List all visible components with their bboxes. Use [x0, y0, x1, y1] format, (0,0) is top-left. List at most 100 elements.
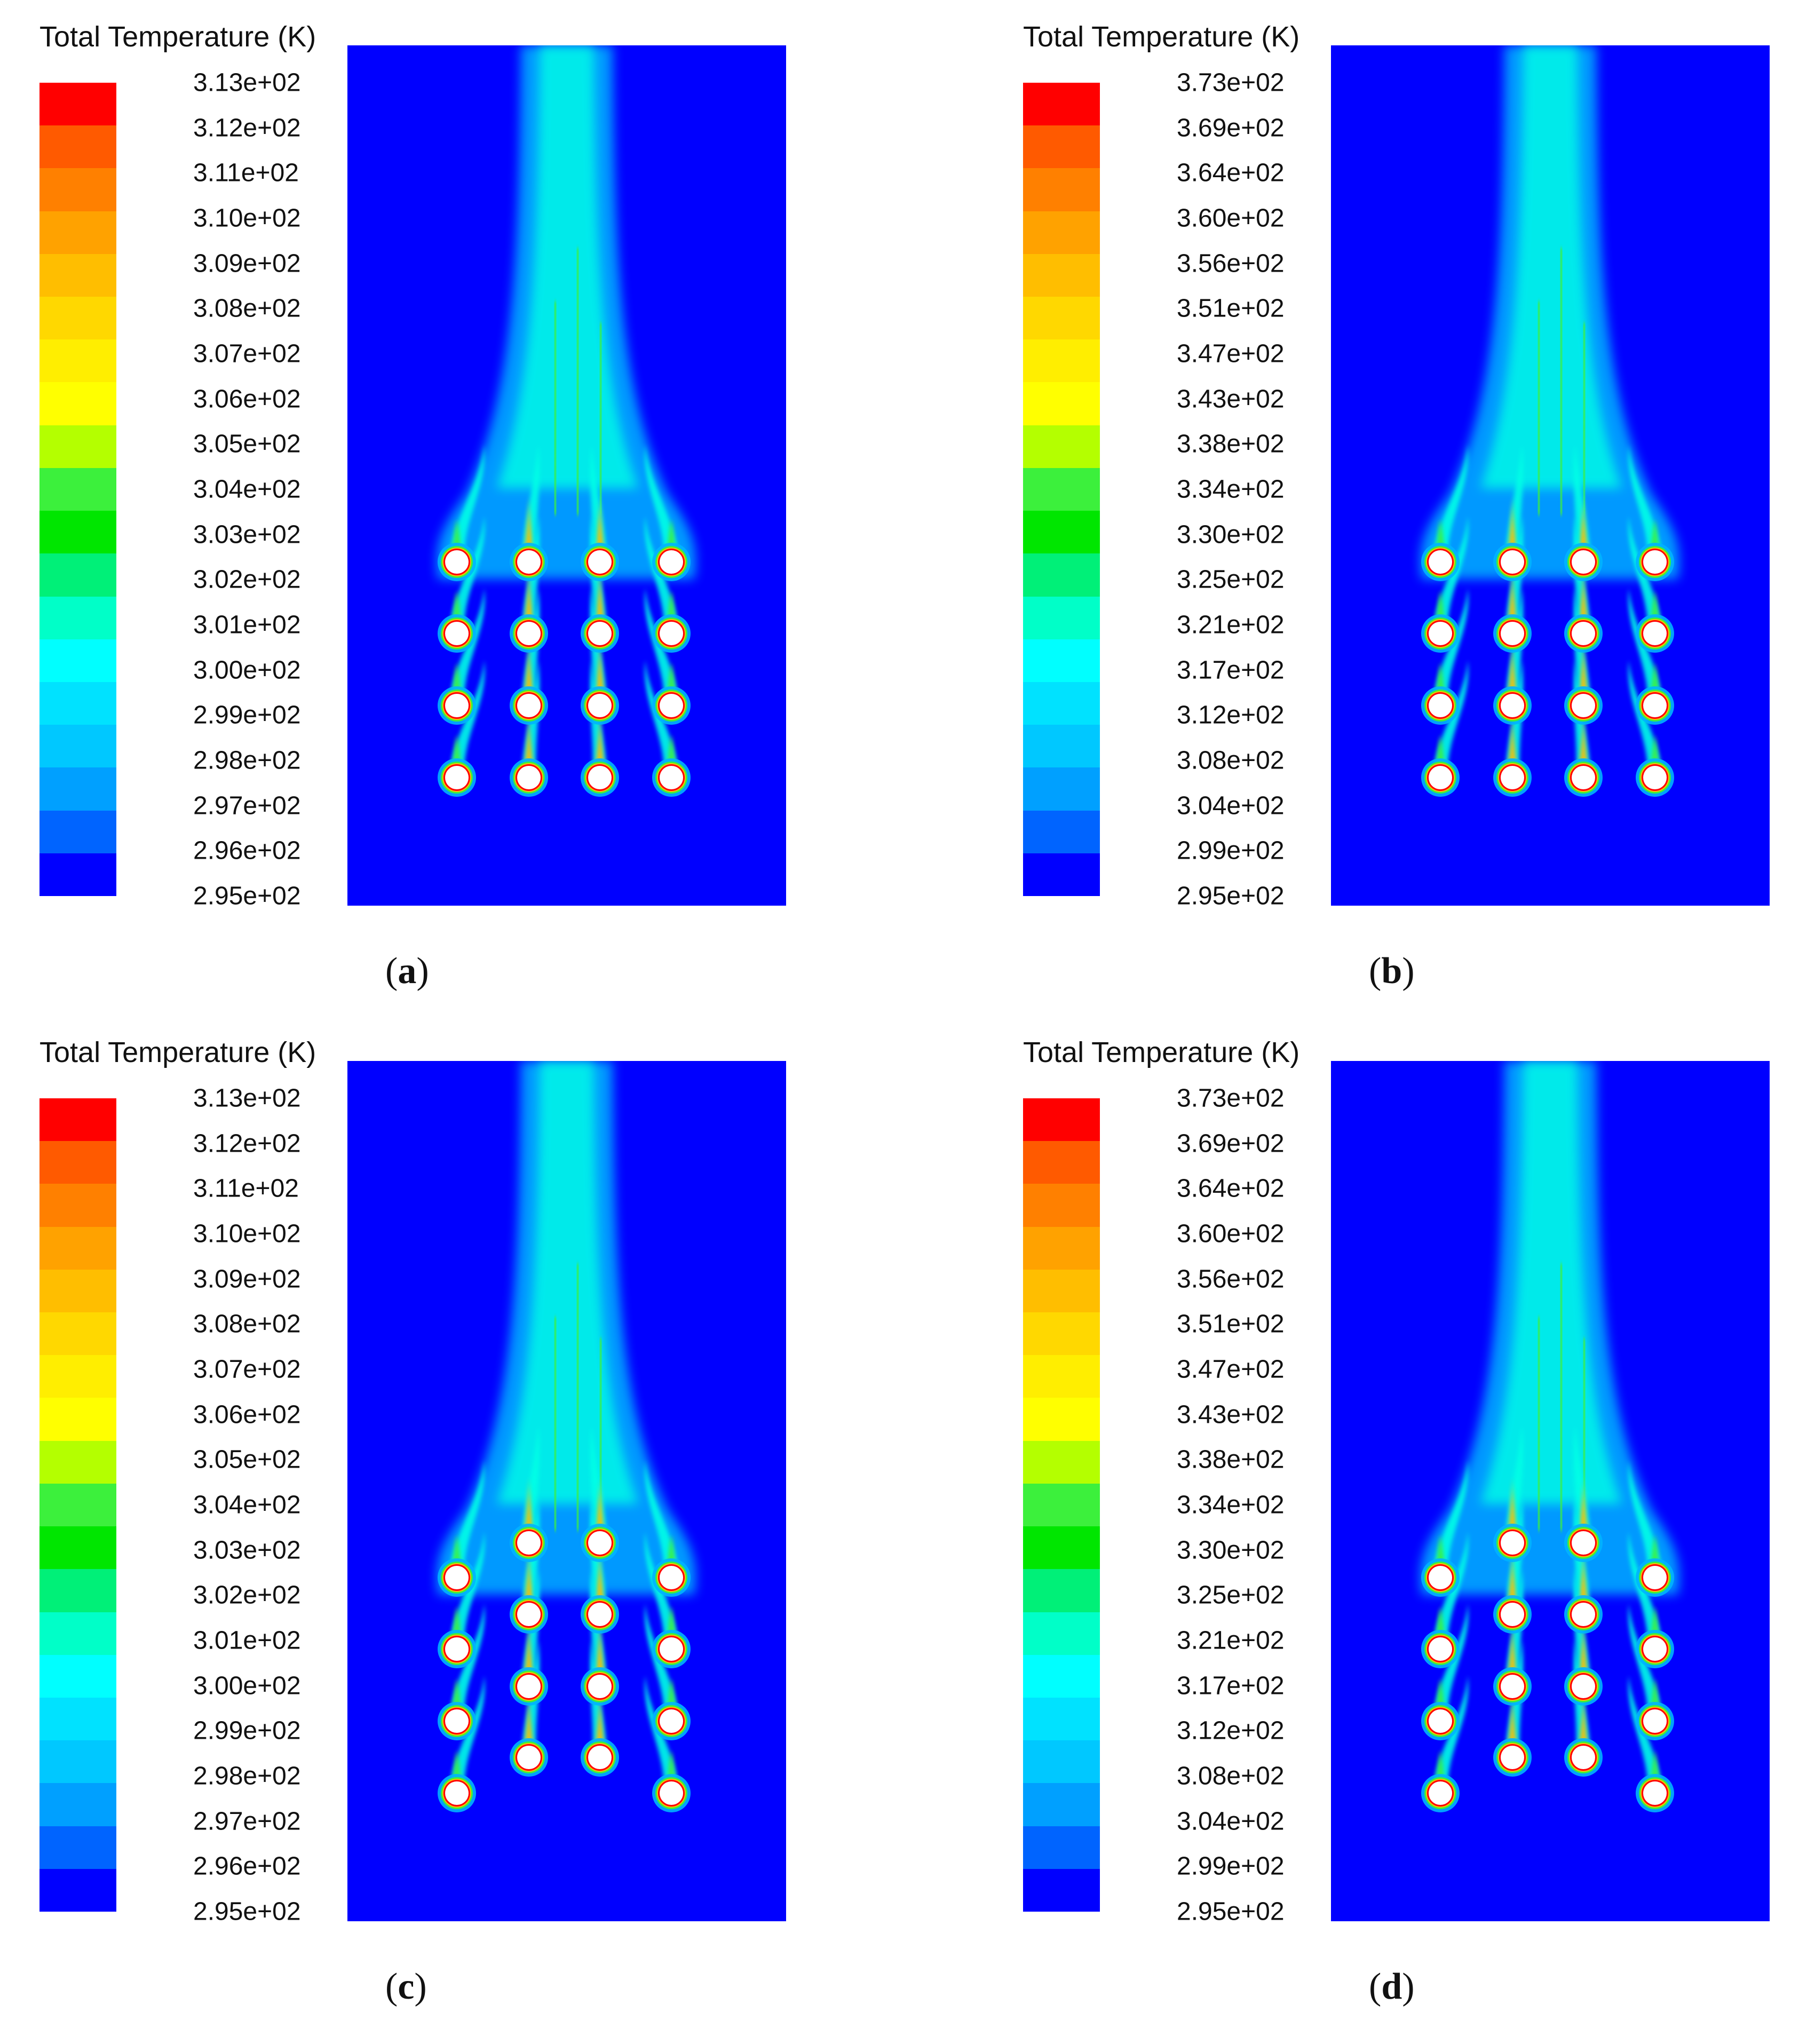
- colorbar-segment: [39, 211, 116, 255]
- colorbar-tick-label: 3.69e+02: [1177, 114, 1285, 142]
- heat-tube: [517, 1603, 541, 1626]
- colorbar-tick-label: 3.00e+02: [193, 1671, 301, 1700]
- colorbar-segment: [39, 1312, 116, 1356]
- unit-text: (K): [278, 21, 316, 53]
- heat-tube: [660, 694, 683, 717]
- colorbar-tick-label: 3.17e+02: [1177, 656, 1285, 685]
- colorbar-segment: [39, 1226, 116, 1270]
- plume-core-streak: [1581, 322, 1588, 516]
- colorbar-segment: [39, 83, 116, 126]
- heat-tube: [1501, 1531, 1524, 1555]
- panel-title: Total Temperature (K): [39, 1036, 316, 1069]
- colorbar-tick-label: 3.47e+02: [1177, 339, 1285, 368]
- unit-text: (K): [278, 1036, 316, 1068]
- colorbar-tick-label: 3.51e+02: [1177, 1310, 1285, 1338]
- colorbar-segment: [39, 1868, 116, 1912]
- heat-tube: [1572, 766, 1595, 789]
- colorbar-segment: [39, 1398, 116, 1441]
- colorbar-tick-label: 2.96e+02: [193, 836, 301, 865]
- colorbar-segment: [1023, 725, 1100, 768]
- colorbar-tick-label: 2.98e+02: [193, 746, 301, 775]
- colorbar-segment: [1023, 853, 1100, 897]
- heat-tube: [660, 1637, 683, 1661]
- colorbar-segment: [1023, 339, 1100, 383]
- colorbar-tick-label: 3.43e+02: [1177, 1400, 1285, 1429]
- colorbar-tick-label: 3.10e+02: [193, 204, 301, 233]
- colorbar-segment: [1023, 1483, 1100, 1527]
- colorbar-tick-label: 2.99e+02: [1177, 836, 1285, 865]
- colorbar-tick-label: 3.11e+02: [193, 159, 299, 187]
- plume-core-streak: [1558, 248, 1565, 516]
- heat-tube: [1572, 622, 1595, 645]
- colorbar-legend: 3.13e+02 3.12e+02 3.11e+02 3.10e+02 3.09e+02…: [39, 69, 301, 910]
- heat-tube: [588, 1603, 612, 1626]
- colorbar-tick-label: 3.04e+02: [193, 1491, 301, 1519]
- colorbar-segment: [39, 725, 116, 768]
- unit-text: (K): [1261, 1036, 1300, 1068]
- plume-core-streak: [552, 1317, 559, 1531]
- temperature-contour-field: [347, 1061, 786, 1921]
- colorbar-tick-label: 3.06e+02: [193, 1400, 301, 1429]
- colorbar-tick-label: 3.06e+02: [193, 385, 301, 414]
- colorbar-tick-label: 3.56e+02: [1177, 1265, 1285, 1294]
- colorbar-segment: [1023, 1098, 1100, 1142]
- colorbar-segment: [1023, 1826, 1100, 1869]
- heat-tube: [1501, 622, 1524, 645]
- tube-wake: [1573, 445, 1591, 562]
- heat-tube: [588, 1675, 612, 1698]
- title-text: Total Temperature: [39, 21, 270, 53]
- heat-tube: [1643, 622, 1667, 645]
- colorbar-tick-label: 3.09e+02: [193, 249, 301, 278]
- heat-tube: [1501, 1603, 1524, 1626]
- colorbar-tick-label: 3.30e+02: [1177, 520, 1285, 549]
- colorbar-tick-label: 3.13e+02: [193, 68, 301, 97]
- colorbar-tick-label: 3.11e+02: [193, 1174, 299, 1203]
- heat-tube: [1429, 1781, 1452, 1805]
- colorbar-segment: [1023, 1569, 1100, 1613]
- colorbar-tick-label: 3.60e+02: [1177, 1219, 1285, 1248]
- colorbar-tick-label: 3.07e+02: [193, 339, 301, 368]
- colorbar-tick-label: 3.21e+02: [1177, 1626, 1285, 1655]
- colorbar-segment: [1023, 1654, 1100, 1698]
- colorbar-tick-label: 3.02e+02: [193, 565, 301, 594]
- colorbar-segment: [39, 1440, 116, 1484]
- title-text: Total Temperature: [39, 1036, 270, 1068]
- heat-tube: [445, 1637, 469, 1661]
- caption-letter: c: [398, 1966, 415, 2007]
- tube-wake: [521, 445, 540, 562]
- colorbar-segment: [39, 553, 116, 597]
- colorbar-legend: 3.13e+02 3.12e+02 3.11e+02 3.10e+02 3.09e+02…: [39, 1084, 301, 1926]
- colorbar-tick-label: 3.12e+02: [193, 114, 301, 142]
- heat-tube: [1429, 550, 1452, 574]
- plume-core-streak: [597, 322, 604, 516]
- heat-tube: [588, 1531, 612, 1555]
- colorbar-tick-label: 3.04e+02: [193, 475, 301, 504]
- colorbar-tick-label: 3.21e+02: [1177, 611, 1285, 639]
- colorbar-segment: [1023, 639, 1100, 683]
- plume-core-streak: [1535, 1317, 1542, 1531]
- temperature-contour-field: [1331, 45, 1770, 906]
- colorbar-tick-label: 2.97e+02: [193, 1807, 301, 1836]
- colorbar-tick-label: 3.05e+02: [193, 430, 301, 458]
- colorbar-tick-label: 2.99e+02: [1177, 1852, 1285, 1881]
- colorbar-segment: [1023, 83, 1100, 126]
- colorbar-segment: [39, 767, 116, 811]
- caption-letter: d: [1381, 1966, 1402, 2007]
- heat-tube: [517, 622, 541, 645]
- colorbar-segment: [39, 810, 116, 854]
- colorbar-segment: [1023, 211, 1100, 255]
- colorbar-segment: [1023, 1141, 1100, 1184]
- panel-title: Total Temperature (K): [1023, 20, 1299, 53]
- heat-tube: [517, 1675, 541, 1698]
- subfigure-caption: (c): [385, 1966, 427, 2007]
- colorbar-tick-label: 3.34e+02: [1177, 1491, 1285, 1519]
- colorbar-segment: [1023, 468, 1100, 511]
- colorbar-segment: [1023, 1312, 1100, 1356]
- heat-tube: [588, 694, 612, 717]
- colorbar-segment: [39, 1141, 116, 1184]
- colorbar-segment: [1023, 553, 1100, 597]
- colorbar-segment: [1023, 810, 1100, 854]
- colorbar-segment: [39, 682, 116, 725]
- colorbar-tick-label: 3.56e+02: [1177, 249, 1285, 278]
- heat-tube: [1501, 1746, 1524, 1769]
